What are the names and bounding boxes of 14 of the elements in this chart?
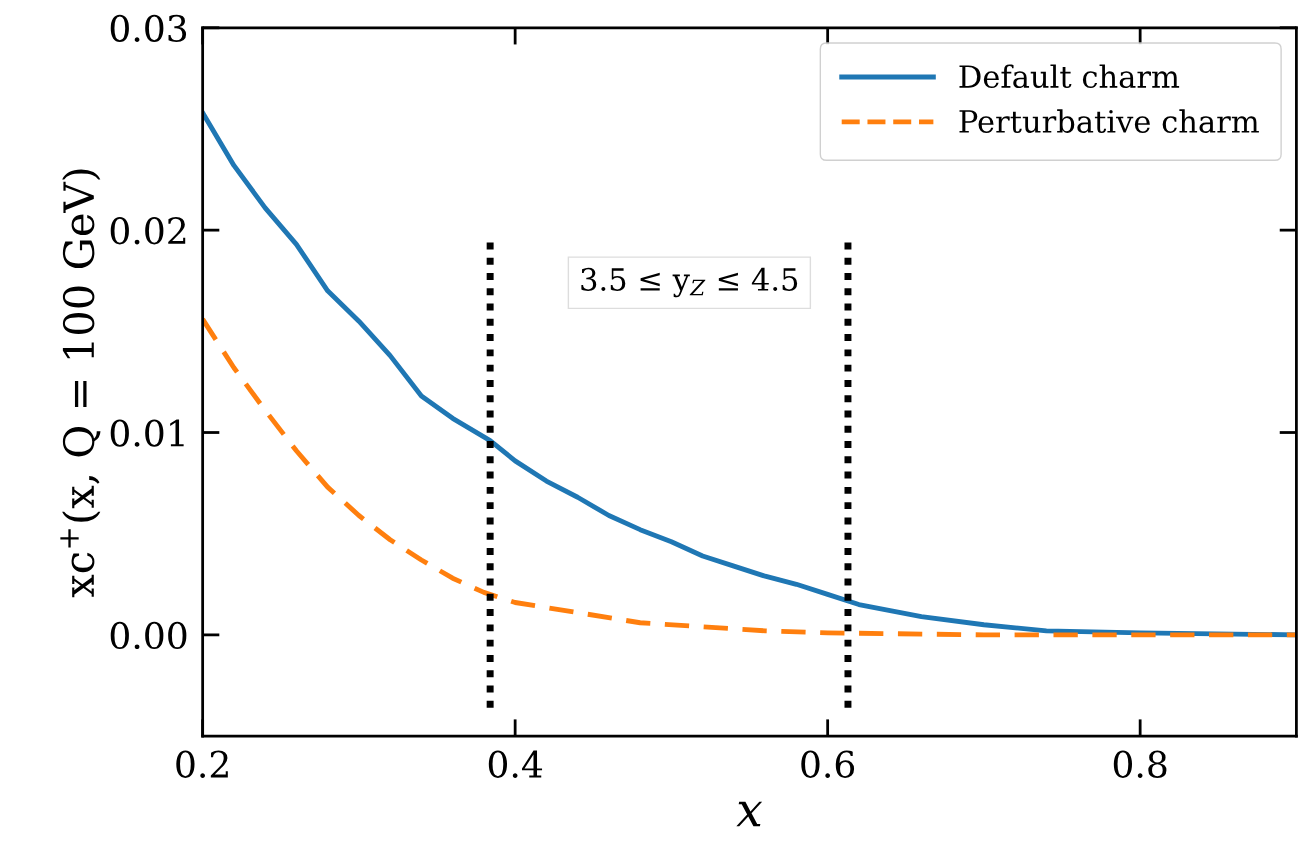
annotation: 3.5 ≤ y$_{Z}$ ≤ 4.5 xyxy=(581,267,798,298)
x-tick-label: 0.4 xyxy=(488,750,543,778)
legend-label: Default charm xyxy=(959,64,1180,89)
x-tick-label: 0.6 xyxy=(801,750,855,778)
x-tick-label: 0.2 xyxy=(176,750,228,778)
line-series xyxy=(202,316,1297,638)
y-tick-label: 0.00 xyxy=(110,621,187,650)
x-axis-title: x xyxy=(736,801,763,827)
y-axis-title: xc$^{+}$(x, Q = 100 GeV) xyxy=(60,169,101,598)
y-tick-label: 0.03 xyxy=(110,14,187,43)
y-tick-label: 0.01 xyxy=(110,419,184,447)
x-tick-label: 0.8 xyxy=(1113,750,1167,778)
y-tick-label: 0.02 xyxy=(110,217,186,245)
legend-label: Perturbative charm xyxy=(959,109,1259,133)
